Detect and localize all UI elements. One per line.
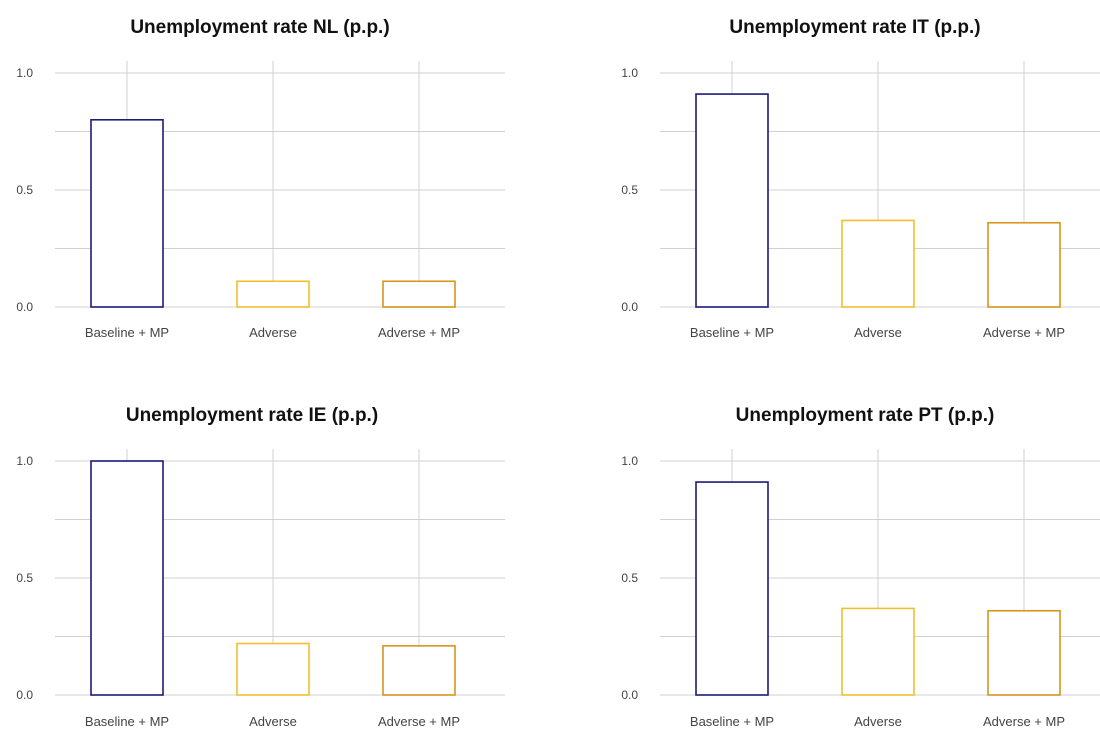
chart-title: Unemployment rate IE (p.p.): [126, 405, 378, 426]
bar-baseline-mp: [90, 460, 164, 696]
chart-title: Unemployment rate PT (p.p.): [736, 405, 995, 426]
chart-title: Unemployment rate NL (p.p.): [130, 17, 389, 38]
y-tick-label: 1.0: [621, 454, 638, 468]
bar-adverse: [236, 642, 310, 696]
x-tick-label-baseline-mp: Baseline + MP: [690, 714, 774, 729]
chart-panel-1: 0.0 0.5 1.0 Baseline + MP Adverse Adverse + M…: [621, 17, 1100, 340]
y-tick-label: 0.0: [621, 688, 638, 702]
bar-baseline-mp: [695, 481, 769, 696]
x-tick-label-baseline-mp: Baseline + MP: [85, 714, 169, 729]
bar-baseline-mp: [90, 119, 164, 308]
bar-adverse: [236, 280, 310, 308]
bar-adverse-mp: [382, 280, 456, 308]
x-tick-label-adverse-mp: Adverse + MP: [378, 714, 460, 729]
x-tick-label-adverse: Adverse: [249, 325, 297, 340]
bar-adverse-mp: [987, 221, 1061, 308]
y-tick-label: 0.0: [621, 300, 638, 314]
y-tick-label: 1.0: [16, 66, 33, 80]
y-tick-label: 0.0: [16, 300, 33, 314]
x-tick-label-adverse-mp: Adverse + MP: [983, 714, 1065, 729]
y-tick-label: 0.0: [16, 688, 33, 702]
x-tick-label-adverse-mp: Adverse + MP: [378, 325, 460, 340]
chart-panel-3: 0.0 0.5 1.0 Baseline + MP Adverse Adverse + M…: [621, 405, 1100, 729]
y-tick-label: 0.5: [16, 183, 33, 197]
y-tick-label: 0.5: [621, 571, 638, 585]
x-tick-label-baseline-mp: Baseline + MP: [690, 325, 774, 340]
x-tick-label-adverse: Adverse: [249, 714, 297, 729]
x-tick-label-adverse-mp: Adverse + MP: [983, 325, 1065, 340]
bar-baseline-mp: [695, 93, 769, 308]
bar-adverse: [841, 219, 915, 308]
bar-adverse: [841, 607, 915, 696]
chart-panel-2: 0.0 0.5 1.0 Baseline + MP Adverse Adverse + M…: [16, 405, 505, 729]
x-tick-label-baseline-mp: Baseline + MP: [85, 325, 169, 340]
y-tick-label: 1.0: [16, 454, 33, 468]
chart-title: Unemployment rate IT (p.p.): [729, 17, 980, 38]
bar-adverse-mp: [382, 645, 456, 696]
y-tick-label: 1.0: [621, 66, 638, 80]
x-tick-label-adverse: Adverse: [854, 325, 902, 340]
x-tick-label-adverse: Adverse: [854, 714, 902, 729]
y-tick-label: 0.5: [621, 183, 638, 197]
y-tick-label: 0.5: [16, 571, 33, 585]
chart-panel-0: 0.0 0.5 1.0 Baseline + MP Adverse Adverse + M…: [16, 17, 505, 340]
bar-adverse-mp: [987, 609, 1061, 696]
